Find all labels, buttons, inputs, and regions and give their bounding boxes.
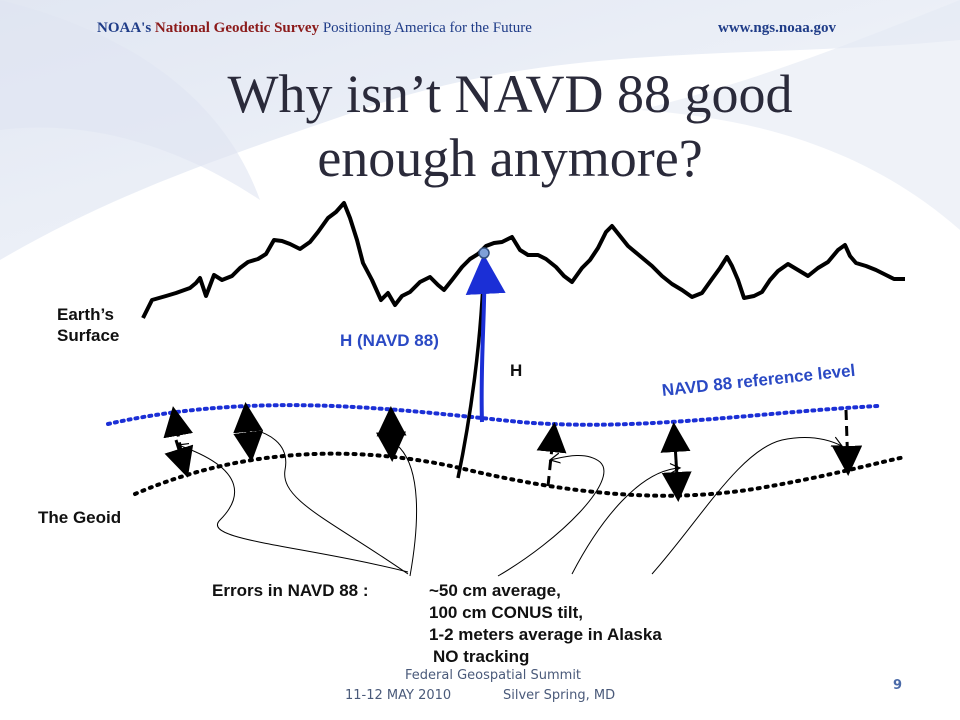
offset-arrow-4: [536, 422, 567, 487]
earth-surface-label-line-1: Earth’s: [57, 305, 115, 324]
footer-date: 11-12 MAY 2010: [345, 688, 452, 703]
errors-line-3: 1-2 meters average in Alaska: [429, 625, 662, 644]
header-noaa: NOAA's: [97, 20, 152, 36]
earth-surface-line: [141, 201, 905, 319]
geoid-line: [133, 451, 907, 498]
navd88-height-arrow: [465, 254, 506, 423]
offset-arrow-3b: [376, 431, 406, 462]
h-label: H: [510, 361, 523, 380]
header-tagline: Positioning America for the Future: [322, 20, 532, 36]
title-line-2: enough anymore?: [317, 128, 703, 188]
header-bar: NOAA's National Geodetic Survey Position…: [0, 16, 960, 42]
errors-row-1: Errors in NAVD 88 : ~50 cm average,: [212, 580, 561, 602]
footer-event: Federal Geospatial Summit: [405, 668, 582, 683]
error-connectors: [178, 428, 842, 577]
errors-line-2: 100 cm CONUS tilt,: [429, 603, 583, 622]
title-line-1: Why isn’t NAVD 88 good: [227, 64, 793, 124]
navd88-reference-line: [106, 403, 880, 427]
geoid-label: The Geoid: [38, 508, 122, 527]
surface-point: [478, 247, 490, 259]
errors-block: Errors in NAVD 88 : ~50 cm average, 100 …: [212, 580, 662, 668]
header-org: NOAA's National Geodetic Survey Position…: [97, 20, 532, 37]
slide-title: Why isn’t NAVD 88 good enough anymore?: [150, 62, 870, 190]
footer-place: Silver Spring, MD: [503, 688, 616, 703]
earth-surface-label: Earth’s Surface: [57, 304, 119, 346]
footer: Federal Geospatial Summit 11-12 MAY 2010…: [0, 668, 960, 712]
errors-row-4: NO tracking: [212, 646, 529, 668]
earth-surface-label-line-2: Surface: [57, 326, 120, 345]
errors-line-4: NO tracking: [433, 647, 530, 666]
page-number: 9: [893, 678, 903, 693]
errors-row-3: 1-2 meters average in Alaska: [212, 624, 662, 646]
errors-line-1: ~50 cm average,: [429, 581, 561, 600]
h-navd88-label: H (NAVD 88): [340, 331, 439, 350]
errors-lead: Errors in NAVD 88 :: [212, 581, 369, 600]
offset-arrow-6: [832, 409, 863, 476]
errors-row-2: 100 cm CONUS tilt,: [212, 602, 583, 624]
offset-arrow-2b: [233, 429, 264, 462]
header-url[interactable]: www.ngs.noaa.gov: [718, 20, 836, 36]
header-ngs: National Geodetic Survey: [154, 20, 320, 36]
